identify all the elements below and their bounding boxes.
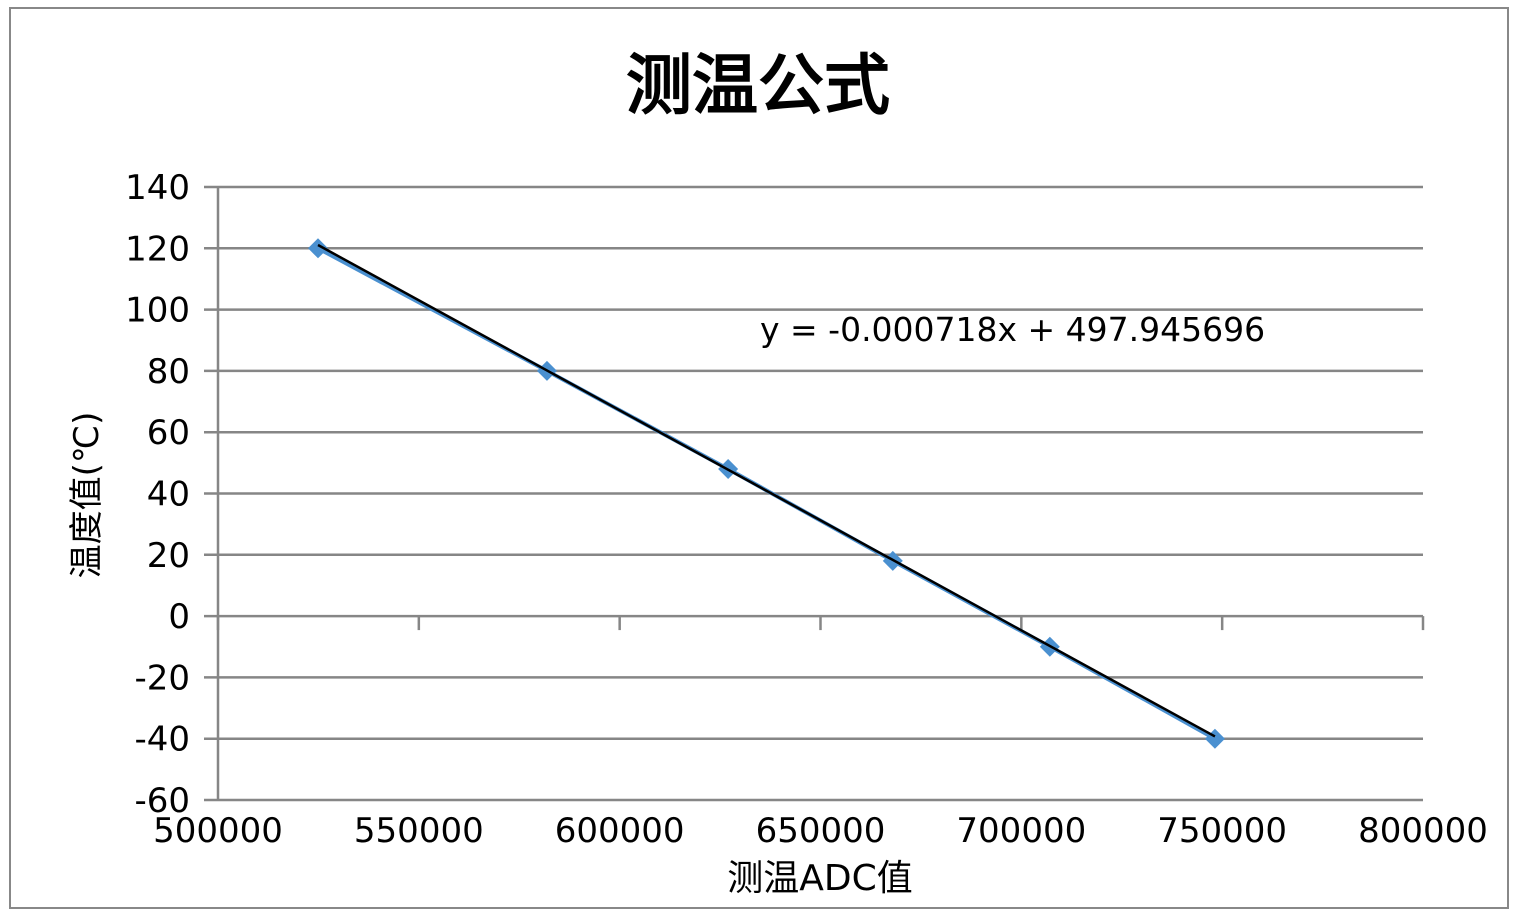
y-tick-label: 40 bbox=[147, 475, 190, 515]
x-tick-label: 750000 bbox=[1157, 811, 1287, 851]
y-tick-label: 120 bbox=[125, 229, 190, 269]
grid bbox=[204, 185, 1425, 802]
y-tick-label: 140 bbox=[125, 168, 190, 208]
y-tick-label: 80 bbox=[147, 352, 190, 392]
trendline bbox=[317, 243, 1216, 738]
y-axis-label: 温度值(℃) bbox=[67, 412, 107, 579]
y-tick-label: -20 bbox=[134, 658, 190, 698]
x-tick-label: 600000 bbox=[555, 811, 685, 851]
y-tick-label: 0 bbox=[168, 597, 190, 637]
trendline-equation: y = -0.000718x + 497.945696 bbox=[760, 310, 1265, 349]
x-axis-ticks: 500000 550000 600000 650000 700000 750000 8000… bbox=[153, 811, 1488, 851]
y-axis-ticks: -60 -40 -20 0 20 40 60 80 100 120 140 bbox=[125, 168, 190, 821]
y-tick-label: 100 bbox=[125, 291, 190, 331]
x-axis-label: 测温ADC值 bbox=[727, 858, 913, 899]
y-tick-label: 20 bbox=[147, 536, 190, 576]
x-tick-label: 550000 bbox=[354, 811, 484, 851]
x-tick-label: 500000 bbox=[153, 811, 283, 851]
x-tick-label: 800000 bbox=[1358, 811, 1488, 851]
y-tick-label: -60 bbox=[134, 781, 190, 821]
trendline-line bbox=[317, 243, 1216, 738]
data-point bbox=[308, 238, 329, 259]
x-tick-label: 650000 bbox=[756, 811, 886, 851]
y-tick-label: 60 bbox=[147, 413, 190, 453]
chart-title: 测温公式 bbox=[626, 46, 890, 124]
y-tick-label: -40 bbox=[134, 720, 190, 760]
x-tick-label: 700000 bbox=[956, 811, 1086, 851]
chart-border bbox=[9, 7, 1509, 909]
